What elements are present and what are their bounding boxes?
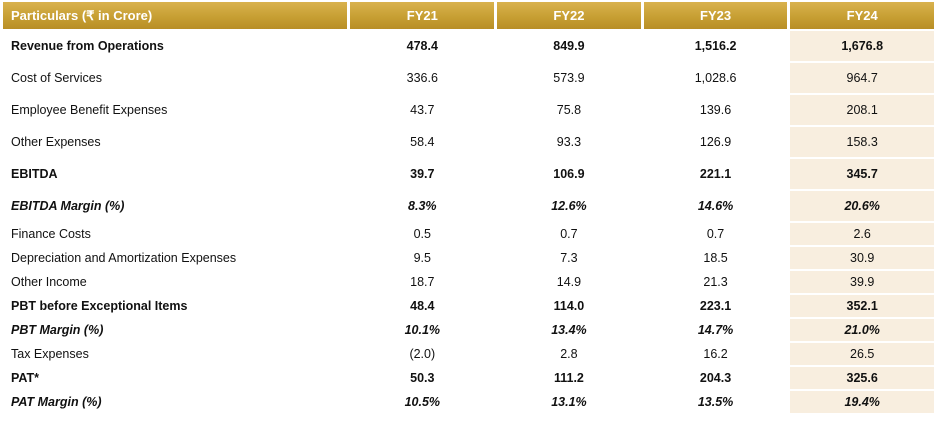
cell-fy22: 13.4% <box>551 323 587 337</box>
cell-fy21: 39.7 <box>410 167 435 181</box>
cell-fy21: 478.4 <box>406 39 438 53</box>
cell-fy24: 345.7 <box>790 159 934 189</box>
cell-fy24: 26.5 <box>790 343 934 365</box>
header-particulars: Particulars (₹ in Crore) <box>3 2 348 29</box>
cell-fy21: 18.7 <box>410 275 435 289</box>
row-label: PAT Margin (%) <box>11 395 102 409</box>
header-fy22: FY22 <box>497 2 641 29</box>
cell-fy23: 13.5% <box>697 395 734 409</box>
table-row: Employee Benefit Expenses 43.7 75.8 139.… <box>3 95 934 125</box>
table-row: EBITDA Margin (%) 8.3% 12.6% 14.6% 20.6% <box>3 191 934 221</box>
cell-fy23: 21.3 <box>703 275 728 289</box>
cell-fy24: 352.1 <box>790 295 934 317</box>
financial-table: Particulars (₹ in Crore) FY21 FY22 FY23 … <box>3 2 934 413</box>
row-label: Revenue from Operations <box>11 39 164 53</box>
table-row: EBITDA 39.7 106.9 221.1 345.7 <box>3 159 934 189</box>
row-label: Other Expenses <box>11 135 101 149</box>
cell-fy23: 221.1 <box>699 167 732 181</box>
header-fy21: FY21 <box>350 2 495 29</box>
table-row: Other Expenses 58.4 93.3 126.9 158.3 <box>3 127 934 157</box>
cell-fy22: 111.2 <box>553 371 584 385</box>
cell-fy21: (2.0) <box>409 347 436 361</box>
row-label: Depreciation and Amortization Expenses <box>11 251 237 265</box>
cell-fy21: 336.6 <box>406 71 438 85</box>
cell-fy22: 14.9 <box>556 275 582 289</box>
table-row: Finance Costs 0.5 0.7 0.7 2.6 <box>3 223 934 245</box>
cell-fy23: 126.9 <box>699 135 732 149</box>
cell-fy23: 14.6% <box>697 199 734 213</box>
table-row: Tax Expenses (2.0) 2.8 16.2 26.5 <box>3 343 934 365</box>
cell-fy24: 19.4% <box>790 391 934 413</box>
header-row: Particulars (₹ in Crore) FY21 FY22 FY23 … <box>3 2 934 29</box>
cell-fy24: 2.6 <box>790 223 934 245</box>
table-row: PAT Margin (%) 10.5% 13.1% 13.5% 19.4% <box>3 391 934 413</box>
row-label: Tax Expenses <box>11 347 89 361</box>
cell-fy24: 1,676.8 <box>790 31 934 61</box>
table-row: Cost of Services 336.6 573.9 1,028.6 964… <box>3 63 934 93</box>
header-fy24: FY24 <box>790 2 934 29</box>
table-row: PBT before Exceptional Items 48.4 114.0 … <box>3 295 934 317</box>
cell-fy24: 20.6% <box>790 191 934 221</box>
cell-fy22: 12.6% <box>551 199 587 213</box>
cell-fy21: 0.5 <box>413 227 431 241</box>
table-row: PAT* 50.3 111.2 204.3 325.6 <box>3 367 934 389</box>
cell-fy21: 10.1% <box>404 323 441 337</box>
cell-fy23: 14.7% <box>697 323 734 337</box>
row-label: PBT Margin (%) <box>11 323 104 337</box>
cell-fy21: 50.3 <box>410 371 435 385</box>
cell-fy21: 9.5 <box>413 251 431 265</box>
cell-fy24: 21.0% <box>790 319 934 341</box>
cell-fy22: 75.8 <box>556 103 582 117</box>
cell-fy21: 43.7 <box>410 103 435 117</box>
cell-fy23: 0.7 <box>706 227 725 241</box>
table-row: Revenue from Operations 478.4 849.9 1,51… <box>3 31 934 61</box>
cell-fy22: 114.0 <box>553 299 585 313</box>
cell-fy24: 325.6 <box>790 367 934 389</box>
cell-fy23: 18.5 <box>703 251 728 265</box>
cell-fy21: 10.5% <box>404 395 441 409</box>
cell-fy23: 139.6 <box>699 103 732 117</box>
row-label: EBITDA Margin (%) <box>11 199 125 213</box>
cell-fy24: 208.1 <box>790 95 934 125</box>
row-label: PBT before Exceptional Items <box>11 299 188 313</box>
cell-fy21: 48.4 <box>410 299 435 313</box>
row-label: Other Income <box>11 275 87 289</box>
row-label: PAT* <box>11 371 40 385</box>
cell-fy23: 204.3 <box>699 371 732 385</box>
cell-fy24: 30.9 <box>790 247 934 269</box>
cell-fy22: 2.8 <box>560 347 578 361</box>
cell-fy21: 58.4 <box>410 135 435 149</box>
header-fy23: FY23 <box>643 2 788 29</box>
cell-fy24: 39.9 <box>790 271 934 293</box>
cell-fy22: 13.1% <box>551 395 587 409</box>
cell-fy23: 16.2 <box>703 347 728 361</box>
cell-fy23: 1,516.2 <box>694 39 737 53</box>
cell-fy22: 849.9 <box>553 39 585 53</box>
cell-fy24: 158.3 <box>790 127 934 157</box>
row-label: Cost of Services <box>11 71 103 85</box>
row-label: EBITDA <box>11 167 58 181</box>
cell-fy24: 964.7 <box>790 63 934 93</box>
row-label: Employee Benefit Expenses <box>11 103 168 117</box>
row-label: Finance Costs <box>11 227 91 241</box>
cell-fy22: 106.9 <box>553 167 585 181</box>
cell-fy23: 223.1 <box>699 299 732 313</box>
cell-fy21: 8.3% <box>408 199 437 213</box>
table-row: PBT Margin (%) 10.1% 13.4% 14.7% 21.0% <box>3 319 934 341</box>
cell-fy22: 573.9 <box>553 71 585 85</box>
table-row: Depreciation and Amortization Expenses 9… <box>3 247 934 269</box>
table-row: Other Income 18.7 14.9 21.3 39.9 <box>3 271 934 293</box>
cell-fy22: 0.7 <box>560 227 578 241</box>
cell-fy22: 93.3 <box>556 135 582 149</box>
cell-fy22: 7.3 <box>560 251 578 265</box>
cell-fy23: 1,028.6 <box>694 71 737 85</box>
